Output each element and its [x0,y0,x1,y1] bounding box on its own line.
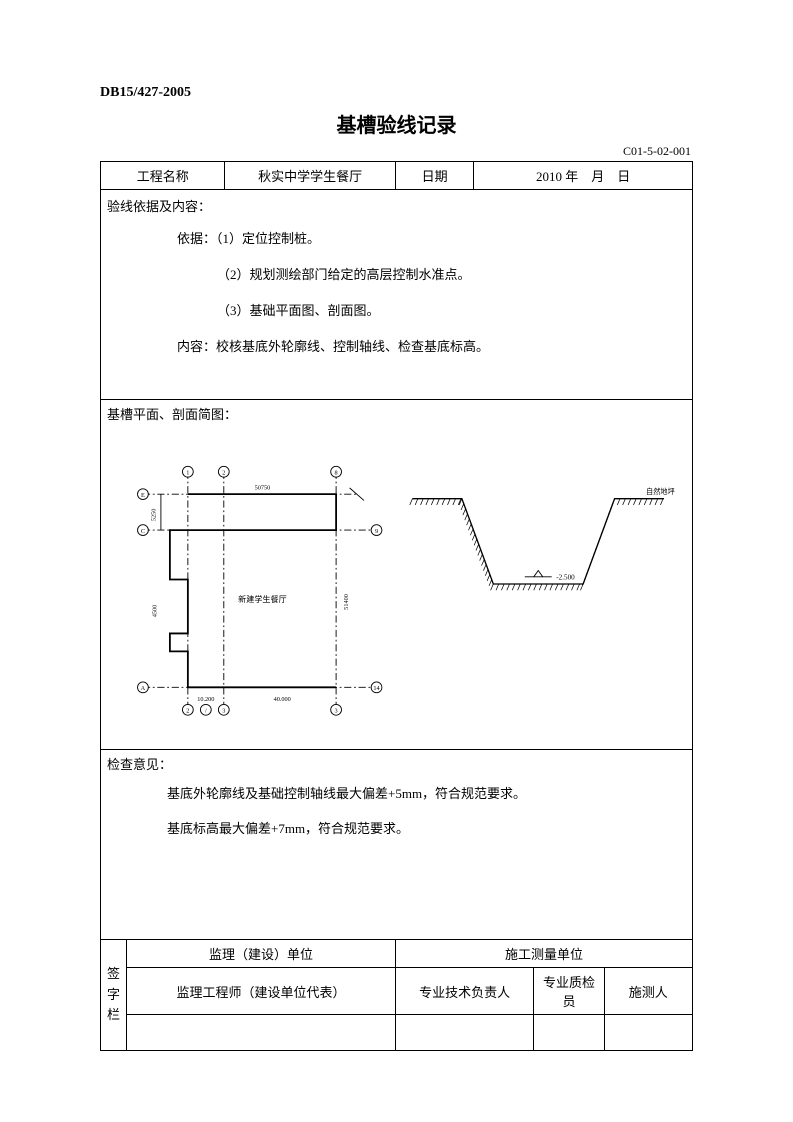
svg-text:新建学生餐厅: 新建学生餐厅 [238,594,286,604]
svg-text:2: 2 [186,707,189,714]
main-table: 工程名称 秋实中学学生餐厅 日期 2010 年 月 日 验线依据及内容： 依据：… [100,161,693,1051]
basis-item-2: （2）规划测绘部门给定的高层控制水准点。 [107,262,686,288]
signature-vert-label: 签 字 栏 [101,940,127,1051]
opinion-line-1: 基底外轮廓线及基础控制轴线最大偏差+5mm，符合规范要求。 [107,783,686,802]
form-code: C01-5-02-001 [100,144,693,159]
sig-vert-char-1: 签 [107,966,120,981]
svg-text:5250: 5250 [151,509,158,522]
sig-qc: 专业质检员 [534,968,604,1015]
diagram-area: 1 2 8 E C A 2 / 3 3 9 14 新建学生餐厅 50750 51400 4500 10.200 4… [107,429,686,739]
svg-text:2: 2 [222,469,225,476]
diagram-row: 基槽平面、剖面简图： 1 2 8 E C A 2 / 3 3 9 14 新建学生餐厅 50750 51400… [101,400,693,750]
svg-text:3: 3 [335,707,338,714]
svg-text:自然地坪: 自然地坪 [646,487,675,496]
diagram-label: 基槽平面、剖面简图： [107,404,686,423]
sig-col-supervisor: 监理（建设）单位 [127,940,396,968]
basis-label: 验线依据及内容： [107,194,686,220]
svg-text:8: 8 [335,469,338,476]
sig-surveyor: 施测人 [604,968,692,1015]
svg-text:50750: 50750 [255,485,271,492]
basis-item-1: 依据：（1）定位控制桩。 [107,226,686,252]
svg-text:A: A [141,685,146,692]
sig-col-survey: 施工测量单位 [395,940,692,968]
svg-text:14: 14 [373,685,380,692]
svg-text:51400: 51400 [343,594,350,610]
sig-tech: 专业技术负责人 [395,968,533,1015]
opinion-line-2: 基底标高最大偏差+7mm，符合规范要求。 [107,818,686,837]
signature-values [101,1015,693,1051]
opinion-label: 检查意见： [107,754,686,773]
svg-text:C: C [141,528,145,535]
date-label: 日期 [395,162,473,190]
signature-header-1: 签 字 栏 监理（建设）单位 施工测量单位 [101,940,693,968]
basis-item-3: （3）基础平面图、剖面图。 [107,298,686,324]
sig-rep: 监理工程师（建设单位代表） [127,968,396,1015]
project-value: 秋实中学学生餐厅 [225,162,396,190]
svg-text:4500: 4500 [151,605,158,618]
opinion-row: 检查意见： 基底外轮廓线及基础控制轴线最大偏差+5mm，符合规范要求。 基底标高… [101,750,693,940]
project-label: 工程名称 [101,162,225,190]
svg-text:40.000: 40.000 [274,696,291,703]
sig-vert-char-3: 栏 [107,1007,120,1022]
svg-text:10.200: 10.200 [197,696,214,703]
sig-tech-val[interactable] [395,1015,533,1051]
sig-vert-char-2: 字 [107,987,120,1002]
svg-text:1: 1 [186,469,189,476]
signature-header-2: 监理工程师（建设单位代表） 专业技术负责人 专业质检员 施测人 [101,968,693,1015]
sig-surveyor-val[interactable] [604,1015,692,1051]
svg-text:9: 9 [375,528,378,535]
date-value: 2010 年 月 日 [474,162,693,190]
svg-text:3: 3 [222,707,225,714]
doc-code: DB15/427-2005 [100,85,693,101]
header-row: 工程名称 秋实中学学生餐厅 日期 2010 年 月 日 [101,162,693,190]
diagram-svg: 1 2 8 E C A 2 / 3 3 9 14 新建学生餐厅 50750 51400 4500 10.200 4… [107,429,682,739]
basis-row: 验线依据及内容： 依据：（1）定位控制桩。 （2）规划测绘部门给定的高层控制水准… [101,190,693,400]
sig-qc-val[interactable] [534,1015,604,1051]
svg-text:-2.500: -2.500 [556,574,575,582]
page-title: 基槽验线记录 [100,109,693,138]
basis-content: 内容：校核基底外轮廓线、控制轴线、检查基底标高。 [107,334,686,360]
svg-text:E: E [141,492,145,499]
sig-rep-val[interactable] [127,1015,396,1051]
svg-text:/: / [205,707,207,714]
